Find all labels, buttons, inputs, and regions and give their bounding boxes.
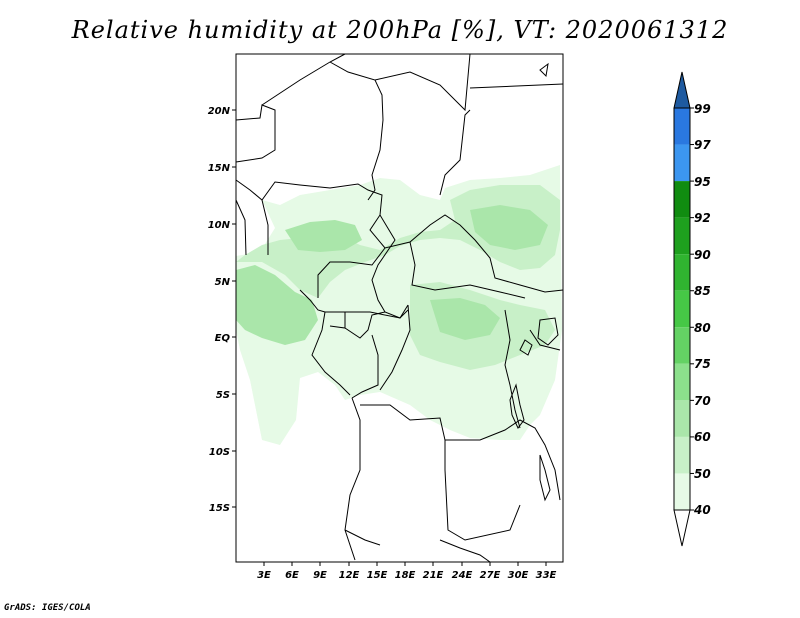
lon-label: 30E [508,570,529,581]
colorbar-level: 99 [694,102,711,116]
colorbar-ticks [690,107,694,511]
lat-label: EQ [215,333,231,344]
lon-label: 3E [257,570,271,581]
lon-label: 9E [313,570,327,581]
colorbar-labels: 99 97 95 92 90 85 80 75 70 60 50 40 [693,102,711,517]
humidity-region-northeast [470,205,548,250]
lon-label: 18E [395,570,416,581]
colorbar-level: 80 [694,321,711,335]
lat-label: 15N [208,163,231,174]
lon-label: 21E [423,570,444,581]
colorbar-level: 92 [694,211,711,225]
colorbar-cell [674,254,690,291]
colorbar-level: 85 [694,284,711,298]
longitude-axis [263,562,547,566]
colorbar: 99 97 95 92 90 85 80 75 70 60 50 40 [673,71,711,547]
colorbar-cell [674,108,690,145]
lat-label: 15S [209,503,230,514]
colorbar-cell [674,144,690,182]
colorbar-cells [673,107,691,511]
colorbar-level: 60 [694,430,711,444]
lon-label: 33E [536,570,557,581]
map-frame [235,53,564,563]
colorbar-cell [674,473,690,510]
colorbar-top-arrow [673,71,691,109]
lat-label: 5S [216,390,230,401]
lat-label: 20N [208,106,231,117]
colorbar-cell [674,327,690,364]
colorbar-cell [674,290,690,328]
lon-label: 24E [452,570,473,581]
lat-label: 5N [215,277,231,288]
lat-label: 10N [208,220,231,231]
latitude-axis [232,109,236,508]
colorbar-cell [674,181,690,218]
lat-label: 10S [209,447,230,458]
humidity-region-coast [236,265,318,345]
colorbar-level: 97 [694,138,711,152]
country-borders [235,53,564,563]
lon-label: 27E [480,570,501,581]
colorbar-level: 75 [694,357,711,371]
humidity-region-north [285,220,362,252]
colorbar-level: 90 [694,248,711,262]
longitude-labels: 3E 6E 9E 12E 15E 18E 21E 24E 27E 30E 33E [257,570,556,581]
humidity-shading [236,165,562,445]
lon-label: 6E [285,570,299,581]
lon-label: 12E [339,570,360,581]
lon-label: 15E [367,570,388,581]
credit-text: GrADS: IGES/COLA [4,603,91,613]
colorbar-bottom-arrow [673,509,691,547]
colorbar-level: 50 [694,467,711,481]
colorbar-level: 95 [694,175,711,189]
colorbar-level: 70 [694,394,711,408]
colorbar-cell [674,217,690,255]
colorbar-cell [674,363,690,401]
colorbar-cell [674,436,690,474]
colorbar-cell [674,400,690,437]
latitude-labels: 20N 15N 10N 5N EQ 5S 10S 15S [208,106,231,514]
colorbar-level: 40 [693,503,711,517]
humidity-region-congo [430,298,500,340]
map-title: Relative humidity at 200hPa [%], VT: 202… [71,16,729,44]
